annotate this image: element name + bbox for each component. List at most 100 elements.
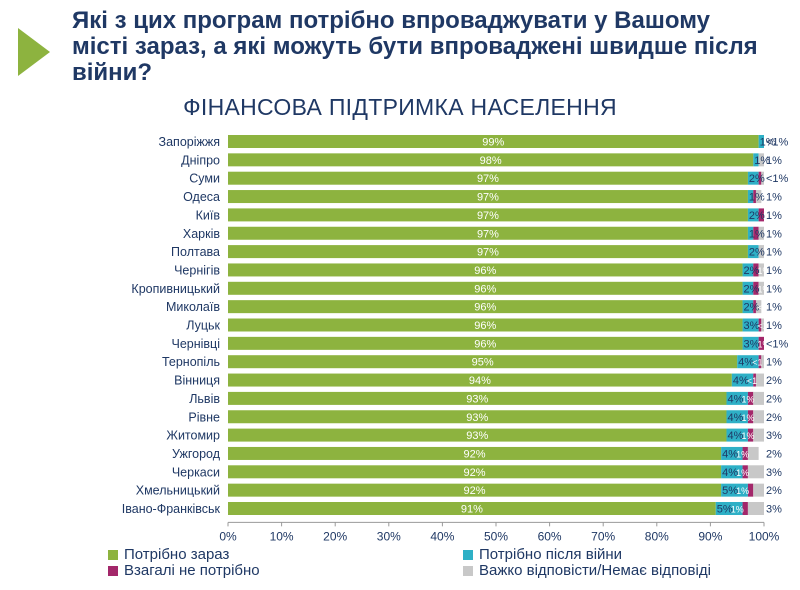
category-label: Черкаси bbox=[172, 465, 220, 479]
legend-item-hard-to-say: Важко відповісти/Немає відповіді bbox=[463, 562, 711, 579]
category-label: Полтава bbox=[171, 245, 220, 259]
data-label-after-war: 1% bbox=[749, 192, 765, 204]
data-label-after-war: 4% bbox=[727, 412, 743, 424]
data-label-now: 92% bbox=[464, 467, 486, 479]
data-label-now: 93% bbox=[466, 412, 488, 424]
data-label-not-needed: 1% bbox=[736, 486, 749, 496]
category-label: Чернівці bbox=[172, 337, 221, 351]
x-tick-label: 50% bbox=[484, 529, 508, 543]
data-label-now: 96% bbox=[474, 320, 496, 332]
data-label-not-needed: 1% bbox=[736, 468, 749, 478]
data-label-now: 95% bbox=[472, 357, 494, 369]
data-label-hard-to-say: 1% bbox=[766, 247, 782, 259]
bar-segment-hard_to_say bbox=[761, 171, 764, 185]
bar-segment-after_war bbox=[747, 190, 754, 204]
bar-segment-hard_to_say bbox=[747, 465, 764, 479]
bar-segment-not_needed bbox=[753, 300, 756, 314]
bar-segment-after_war bbox=[753, 153, 759, 167]
bar-segment-not_needed bbox=[753, 281, 759, 295]
data-label-not-needed: 1% bbox=[758, 339, 771, 349]
data-label-hard-to-say: 1% bbox=[766, 357, 782, 369]
bar-segment-hard_to_say bbox=[758, 245, 764, 259]
bar-segment-now bbox=[228, 153, 754, 167]
data-label-after-war: 2% bbox=[749, 173, 765, 185]
data-label-not-needed: 1% bbox=[763, 211, 776, 221]
data-label-after-war: 5% bbox=[717, 504, 733, 516]
data-label-now: 97% bbox=[477, 173, 499, 185]
bar-segment-not_needed bbox=[742, 465, 748, 479]
data-label-hard-to-say: 1% bbox=[766, 210, 782, 222]
data-label-hard-to-say: 2% bbox=[766, 393, 782, 405]
bar-segment-hard_to_say bbox=[753, 391, 764, 405]
x-tick-label: 20% bbox=[323, 529, 347, 543]
bar-segment-after_war bbox=[721, 446, 743, 460]
bar-segment-now bbox=[228, 465, 722, 479]
data-label-hard-to-say: 3% bbox=[766, 430, 782, 442]
data-label-now: 97% bbox=[477, 228, 499, 240]
x-tick-label: 40% bbox=[430, 529, 454, 543]
bar-segment-after_war bbox=[747, 171, 759, 185]
data-label-not-needed: 1% bbox=[741, 413, 754, 423]
data-label-after-war: 4% bbox=[722, 467, 738, 479]
bar-segment-hard_to_say bbox=[758, 153, 764, 167]
category-label: Івано-Франківськ bbox=[122, 502, 221, 516]
bar-segment-after_war bbox=[742, 281, 754, 295]
bar-segment-after_war bbox=[742, 300, 754, 314]
bar-segment-not_needed bbox=[747, 410, 754, 424]
bar-segment-now bbox=[228, 281, 743, 295]
data-label-after-war: 4% bbox=[727, 393, 743, 405]
data-label-hard-to-say: 2% bbox=[766, 375, 782, 387]
data-label-not-needed: <1 bbox=[752, 358, 762, 368]
bar-segment-not_needed bbox=[753, 226, 759, 240]
bar-segment-now bbox=[228, 336, 743, 350]
bar-segment-hard_to_say bbox=[755, 190, 762, 204]
data-label-after-war: 4% bbox=[722, 448, 738, 460]
legend-label-not-needed: Взагалі не потрібно bbox=[124, 562, 260, 579]
data-label-after-war: 2% bbox=[749, 210, 765, 222]
category-label: Кропивницький bbox=[131, 282, 220, 296]
bar-segment-after_war bbox=[737, 355, 759, 369]
category-label: Суми bbox=[189, 172, 220, 186]
data-label-not-needed: <1 bbox=[774, 138, 784, 148]
category-label: Тернопіль bbox=[162, 355, 220, 369]
bar-segment-after_war bbox=[742, 263, 754, 277]
bar-segment-not_needed bbox=[747, 391, 754, 405]
data-label-hard-to-say: 2% bbox=[766, 448, 782, 460]
data-label-hard-to-say: 1% bbox=[766, 302, 782, 314]
bar-segment-now bbox=[228, 373, 732, 387]
data-label-hard-to-say: <1% bbox=[766, 338, 789, 350]
data-label-now: 92% bbox=[464, 448, 486, 460]
x-tick-label: 30% bbox=[377, 529, 401, 543]
arrow-icon bbox=[18, 28, 50, 76]
data-label-not-needed: 1% bbox=[758, 284, 771, 294]
data-label-hard-to-say: 3% bbox=[766, 467, 782, 479]
legend-label-hard-to-say: Важко відповісти/Немає відповіді bbox=[479, 562, 711, 579]
bar-segment-now bbox=[228, 190, 748, 204]
bar-segment-not_needed bbox=[753, 190, 756, 204]
bar-segment-after_war bbox=[747, 226, 754, 240]
bar-segment-now bbox=[228, 483, 722, 497]
data-label-hard-to-say: 2% bbox=[766, 412, 782, 424]
chart-title: ФІНАНСОВА ПІДТРИМКА НАСЕЛЕННЯ bbox=[183, 94, 617, 120]
bar-segment-not_needed bbox=[758, 208, 764, 222]
bar-segment-hard_to_say bbox=[761, 355, 764, 369]
bar-segment-hard_to_say bbox=[758, 226, 764, 240]
bar-segment-now bbox=[228, 502, 716, 515]
category-label: Рівне bbox=[188, 410, 220, 424]
data-label-hard-to-say: 1% bbox=[766, 155, 782, 167]
data-label-hard-to-say: 1% bbox=[766, 192, 782, 204]
category-label: Київ bbox=[196, 208, 221, 222]
data-label-now: 92% bbox=[464, 485, 486, 497]
data-label-after-war: 3% bbox=[744, 320, 760, 332]
data-label-after-war: 1% bbox=[760, 137, 776, 149]
bar-segment-after_war bbox=[747, 208, 759, 222]
data-label-now: 96% bbox=[474, 265, 496, 277]
data-label-now: 93% bbox=[466, 393, 488, 405]
bar-segment-hard_to_say bbox=[753, 428, 764, 442]
bar-segment-hard_to_say bbox=[747, 502, 764, 515]
legend-swatch-after-war bbox=[463, 549, 473, 560]
data-label-hard-to-say: 3% bbox=[766, 504, 782, 516]
bar-segment-after_war bbox=[721, 483, 748, 497]
category-label: Чернігів bbox=[174, 263, 220, 277]
